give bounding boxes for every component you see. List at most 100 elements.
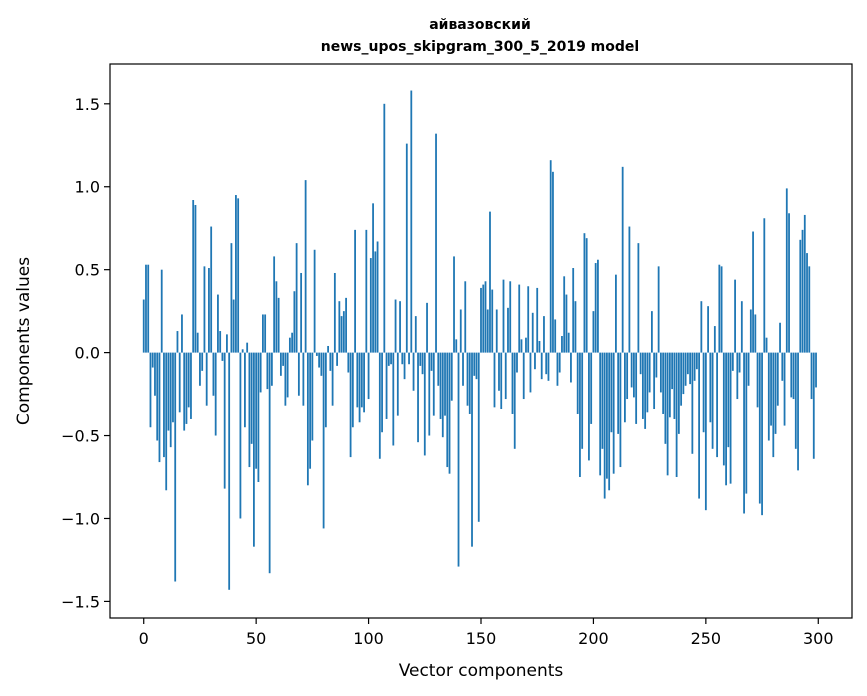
bar xyxy=(354,229,356,353)
bar xyxy=(293,291,296,353)
bar xyxy=(408,352,410,365)
bar xyxy=(387,352,390,366)
y-tick-label: −1.0 xyxy=(61,509,100,528)
bar xyxy=(302,352,305,406)
bar xyxy=(522,352,525,400)
bar xyxy=(556,352,559,386)
bar xyxy=(736,352,739,400)
bar xyxy=(291,332,294,353)
bar xyxy=(738,352,741,373)
bar xyxy=(396,352,399,416)
bar xyxy=(235,195,237,353)
bar xyxy=(358,352,361,423)
bar xyxy=(477,352,480,522)
bar xyxy=(725,352,727,486)
bar xyxy=(810,352,813,400)
bar xyxy=(475,352,478,380)
bar xyxy=(390,352,392,365)
bar xyxy=(585,238,588,353)
bar xyxy=(412,352,415,391)
bar xyxy=(763,218,766,353)
bar xyxy=(360,352,363,408)
x-axis-label: Vector components xyxy=(399,661,564,681)
bar xyxy=(635,352,638,424)
bar xyxy=(695,352,698,370)
bar xyxy=(507,307,509,353)
y-axis: −1.5 −1.0 −0.5 0.0 0.5 1.0 1.5 xyxy=(61,95,110,611)
bar xyxy=(232,299,235,353)
bar xyxy=(747,352,750,386)
bar xyxy=(329,352,332,371)
bar xyxy=(203,266,206,353)
bar xyxy=(432,352,435,416)
bar xyxy=(713,326,716,353)
bar xyxy=(205,352,208,406)
bar xyxy=(423,352,426,456)
chart-subtitle: news_upos_skipgram_300_5_2019 model xyxy=(321,39,639,55)
bar xyxy=(538,341,541,353)
bar xyxy=(572,268,575,353)
bar xyxy=(181,314,183,353)
x-tick-label: 200 xyxy=(578,629,609,648)
bar xyxy=(707,306,709,353)
bar xyxy=(322,352,325,529)
bar xyxy=(552,171,554,353)
bar xyxy=(675,352,678,478)
bar xyxy=(567,332,570,353)
bar xyxy=(583,233,586,353)
bar xyxy=(349,352,352,458)
bar xyxy=(745,352,748,494)
bar xyxy=(731,352,734,371)
bar xyxy=(779,322,781,353)
bar xyxy=(262,314,264,353)
bar xyxy=(765,337,768,353)
bar xyxy=(617,352,620,434)
bar xyxy=(720,266,723,353)
bar xyxy=(727,352,730,448)
bar xyxy=(367,352,370,400)
bar xyxy=(680,352,683,406)
bar xyxy=(529,352,532,393)
bar xyxy=(363,352,365,413)
bar xyxy=(664,352,667,444)
bar xyxy=(646,352,649,413)
bar xyxy=(333,272,336,353)
bar xyxy=(740,301,743,353)
bar xyxy=(172,352,174,423)
bar xyxy=(540,352,543,380)
bar xyxy=(324,352,327,428)
bar xyxy=(410,90,413,353)
bar xyxy=(228,352,231,590)
bar xyxy=(311,352,314,441)
x-tick-label: 250 xyxy=(691,629,722,648)
bar xyxy=(536,287,539,353)
bar xyxy=(500,352,503,410)
bar xyxy=(794,352,797,449)
bar xyxy=(212,352,215,396)
bar xyxy=(365,229,368,353)
bar xyxy=(270,352,273,386)
bar xyxy=(246,342,249,353)
bar xyxy=(621,166,624,353)
bar xyxy=(421,352,424,375)
bar xyxy=(196,332,199,353)
bar xyxy=(610,352,613,433)
bar xyxy=(403,352,406,380)
bar xyxy=(659,352,662,393)
bar xyxy=(489,211,491,353)
bar xyxy=(194,204,197,353)
bar xyxy=(558,352,561,373)
bar xyxy=(468,352,471,414)
bar xyxy=(612,352,615,474)
bar xyxy=(439,352,442,419)
bar xyxy=(619,352,622,468)
bar xyxy=(248,352,251,468)
bar xyxy=(230,243,233,353)
bar xyxy=(599,352,602,476)
bar xyxy=(217,294,219,353)
bar xyxy=(183,352,186,431)
bar xyxy=(378,352,381,459)
bar xyxy=(615,274,617,353)
bar xyxy=(491,289,494,353)
